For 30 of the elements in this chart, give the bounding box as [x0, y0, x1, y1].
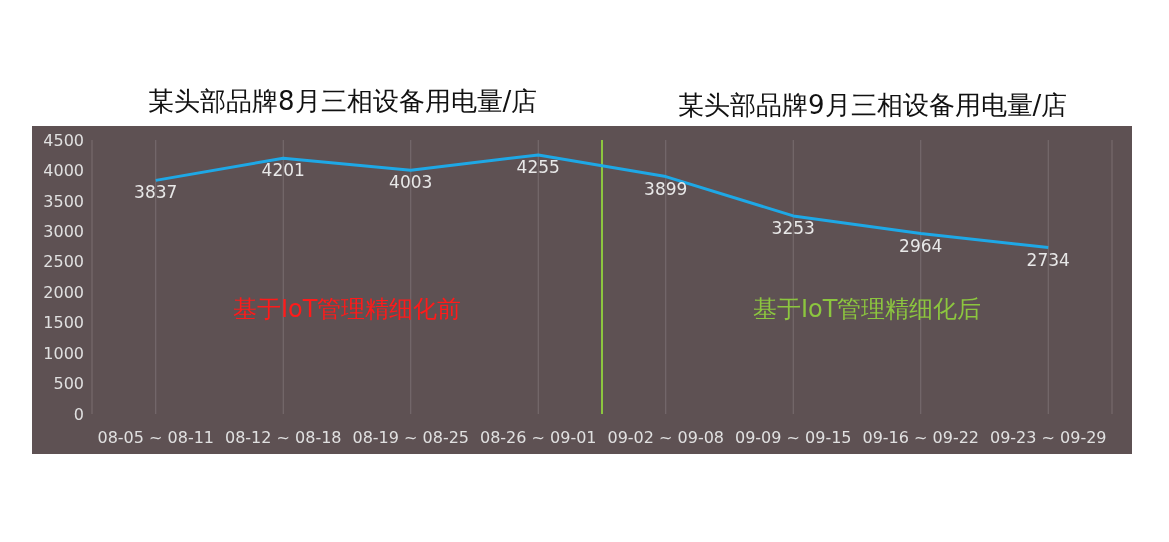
annotation: 基于IoT管理精细化后 — [753, 294, 982, 325]
data-label: 4201 — [261, 160, 305, 181]
x-tick-label: 08-05 ~ 08-11 — [97, 428, 215, 448]
data-label: 2734 — [1026, 249, 1070, 270]
data-label: 3253 — [771, 218, 815, 238]
data-label: 4255 — [516, 156, 560, 177]
x-tick-label: 08-26 ~ 09-01 — [479, 428, 597, 448]
data-label: 3837 — [134, 182, 178, 203]
chart-subtitle: 某头部品牌9月三相设备用电量/店 — [678, 89, 1068, 122]
data-label: 3899 — [644, 178, 688, 199]
x-tick-label: 09-16 ~ 09-22 — [862, 428, 980, 448]
x-tick-label: 09-23 ~ 09-29 — [989, 428, 1107, 448]
y-tick-label: 1500 — [43, 313, 84, 333]
data-label: 4003 — [389, 172, 433, 193]
chart-title: 某头部品牌8月三相设备用电量/店 — [148, 85, 538, 118]
y-tick-label: 2500 — [43, 252, 84, 272]
y-tick-label: 1000 — [43, 343, 84, 363]
x-tick-label: 08-19 ~ 08-25 — [352, 428, 470, 448]
data-label: 2964 — [899, 235, 943, 256]
y-tick-label: 3000 — [43, 222, 84, 242]
y-tick-label: 4500 — [43, 130, 84, 150]
y-tick-label: 0 — [73, 404, 84, 424]
annotation: 基于IoT管理精细化前 — [233, 294, 462, 325]
y-tick-label: 3500 — [43, 191, 84, 211]
y-tick-label: 500 — [53, 374, 84, 394]
x-tick-label: 08-12 ~ 08-18 — [224, 428, 342, 448]
y-tick-label: 2000 — [43, 282, 84, 302]
x-tick-label: 09-09 ~ 09-15 — [734, 428, 852, 448]
y-tick-label: 4000 — [43, 161, 84, 181]
x-tick-label: 09-02 ~ 09-08 — [607, 428, 725, 448]
